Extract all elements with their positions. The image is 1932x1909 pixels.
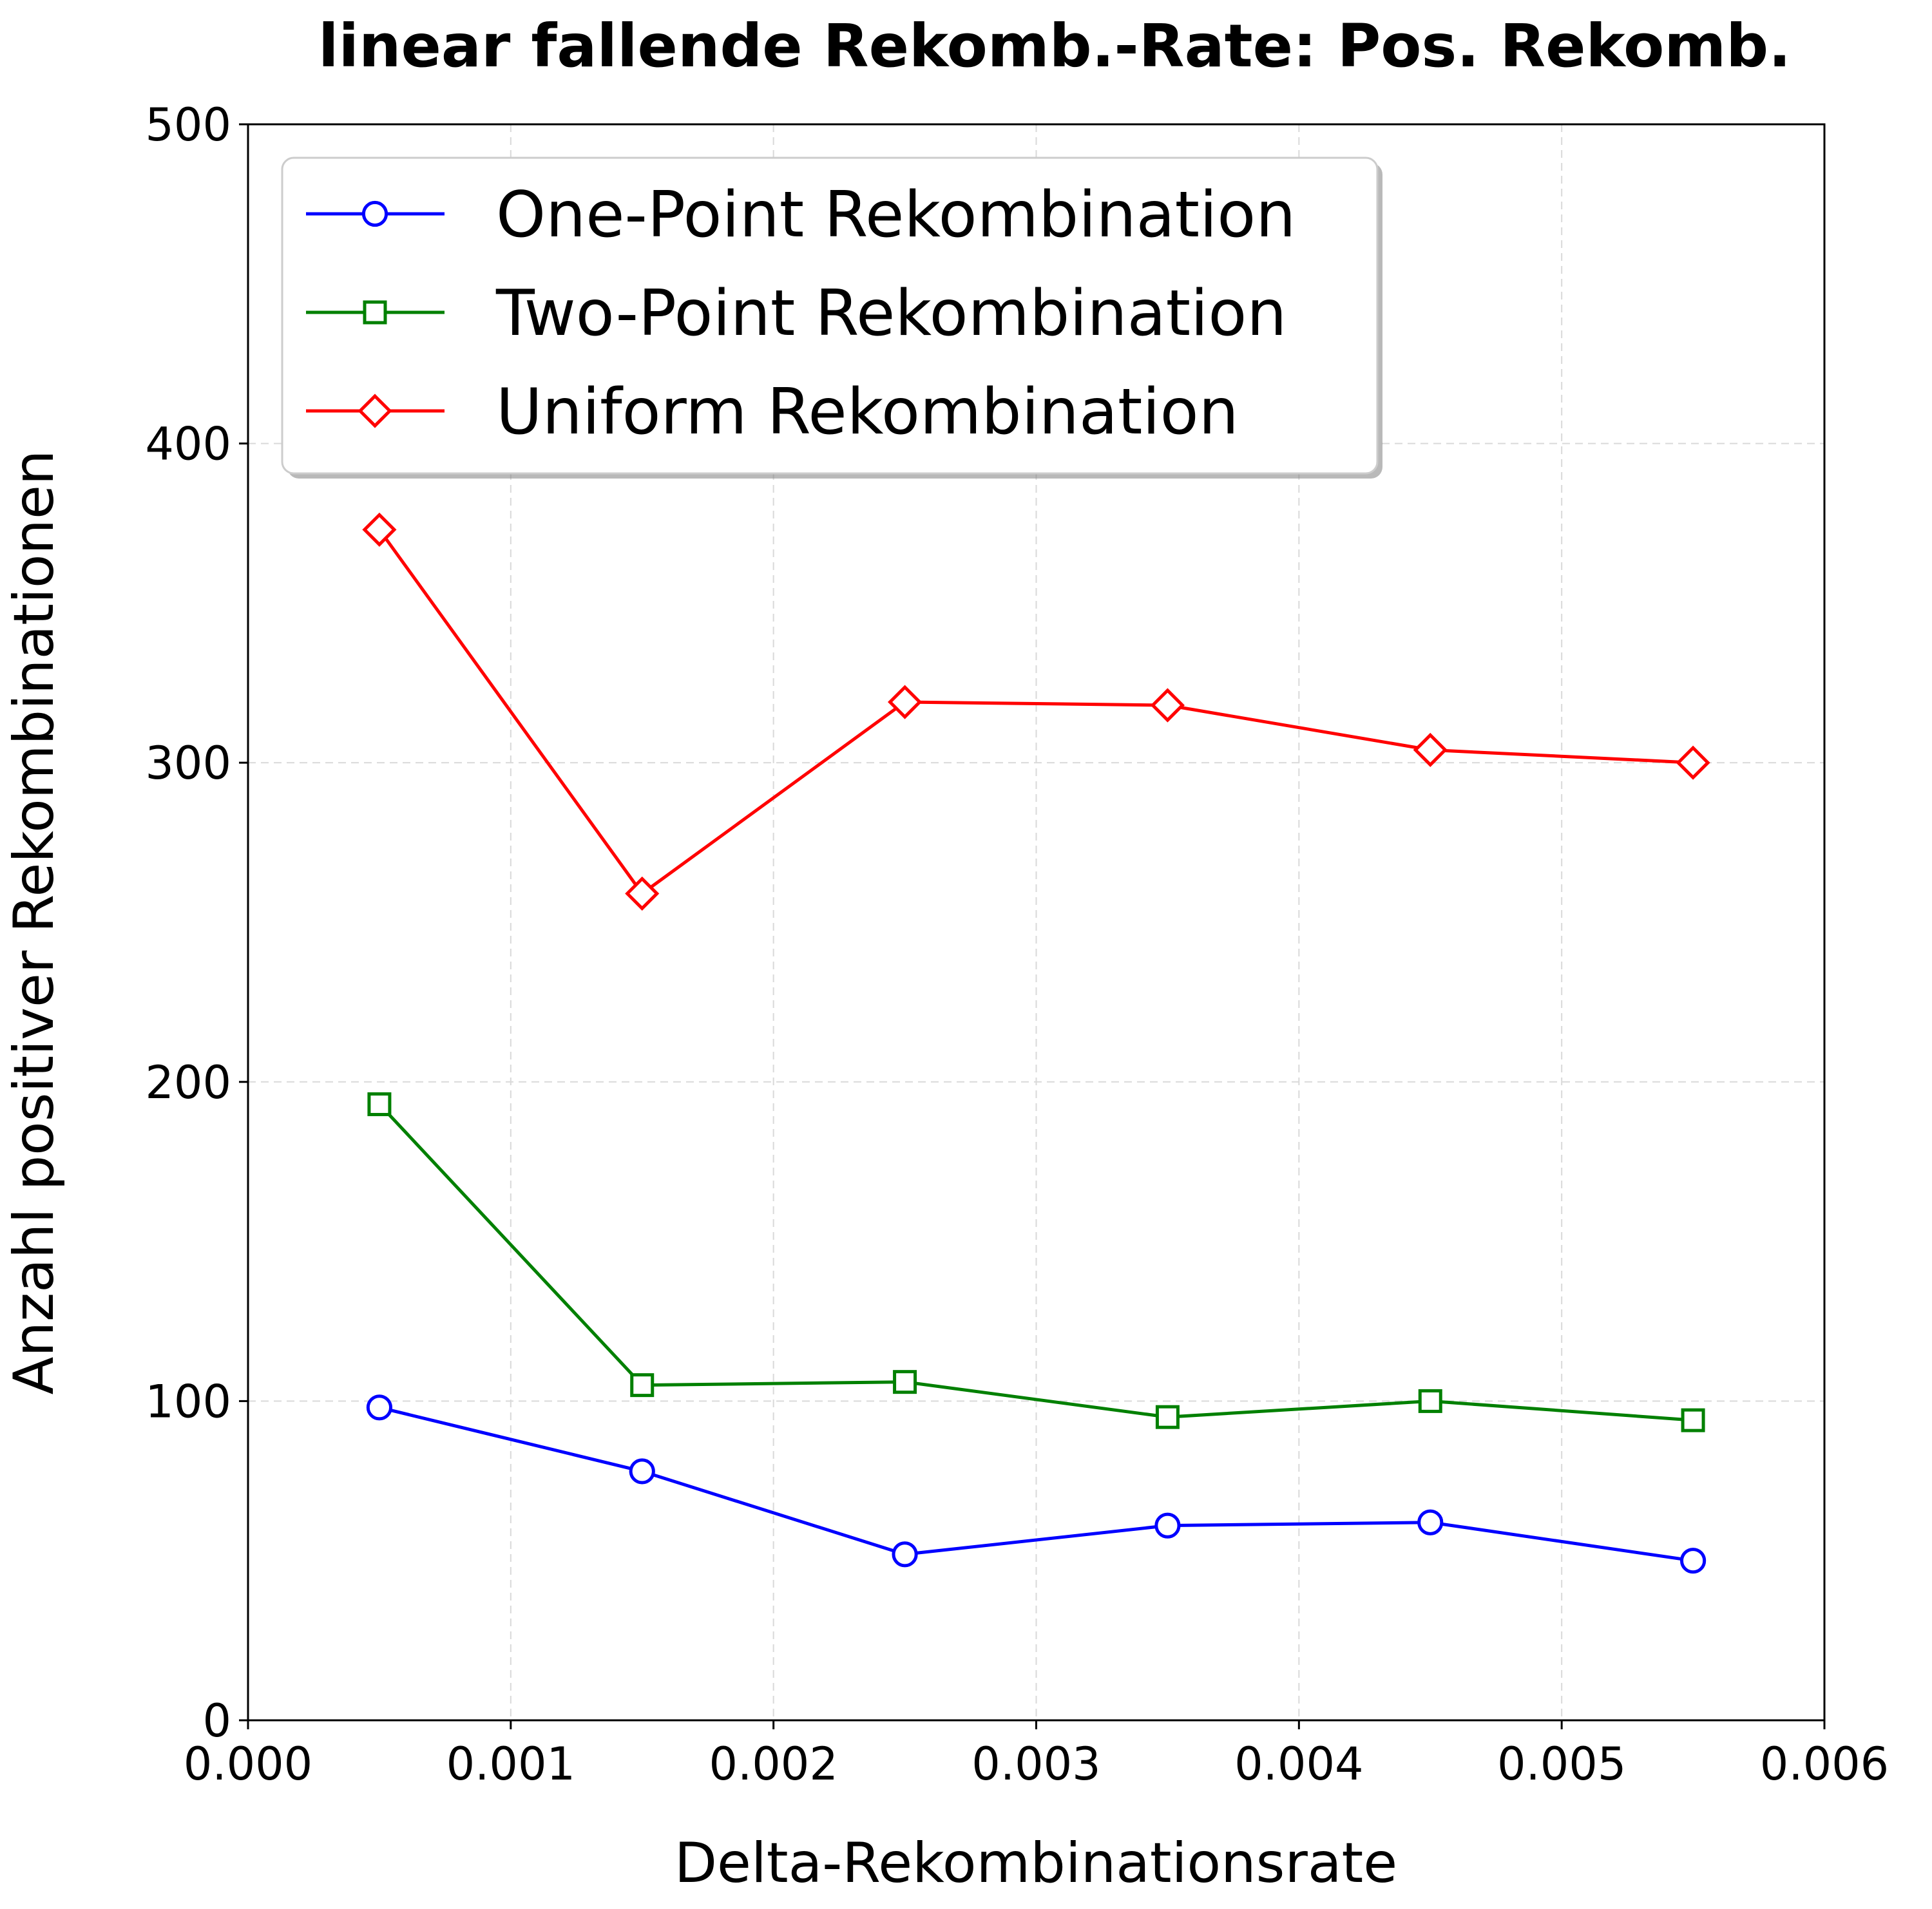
legend-marker <box>358 394 392 428</box>
legend-marker <box>363 300 387 325</box>
legend: One-Point Rekombination Two-Point Rekombi… <box>281 157 1382 479</box>
chart-title: linear fallende Rekomb.-Rate: Pos. Rekom… <box>318 12 1791 81</box>
legend-label: Uniform Rekombination <box>496 375 1239 449</box>
x-tick-label: 0.001 <box>446 1738 575 1790</box>
x-tick-label: 0.005 <box>1497 1738 1626 1790</box>
y-axis-label: Anzahl positiver Rekombinationen <box>2 450 66 1395</box>
data-point <box>1679 1548 1707 1574</box>
series-line <box>378 1103 1694 1422</box>
data-point <box>1681 1408 1705 1432</box>
series-3 <box>362 512 1710 911</box>
x-tick-label: 0.004 <box>1234 1738 1363 1790</box>
data-point <box>892 1541 918 1568</box>
y-tick-label: 500 <box>145 99 231 151</box>
series-layer <box>362 512 1710 1574</box>
data-point <box>893 1370 917 1394</box>
y-tick-label: 0 <box>202 1695 231 1747</box>
legend-label: Two-Point Rekombination <box>495 277 1286 350</box>
series-line <box>378 528 1694 896</box>
y-tick-label: 200 <box>145 1056 231 1109</box>
y-tick-label: 100 <box>145 1375 231 1428</box>
x-tick-label: 0.002 <box>709 1738 837 1790</box>
data-point <box>366 1394 393 1421</box>
x-tick-label: 0.003 <box>971 1738 1100 1790</box>
data-point <box>630 1373 655 1398</box>
data-point <box>1676 745 1710 780</box>
data-point <box>1418 1389 1442 1413</box>
x-axis-label: Delta-Rekombinationsrate <box>674 1831 1397 1895</box>
ticks: 0.000 0.001 0.002 0.003 0.004 0.005 0.006 0 100 2… <box>145 99 1889 1790</box>
data-point <box>367 1092 392 1116</box>
series-1 <box>366 1394 1707 1574</box>
data-point <box>625 876 660 911</box>
x-tick-label: 0.000 <box>184 1738 312 1790</box>
data-point <box>1417 1509 1444 1535</box>
series-2 <box>367 1092 1705 1432</box>
legend-entry: Uniform Rekombination <box>306 375 1239 449</box>
legend-entry: Two-Point Rekombination <box>306 277 1286 350</box>
legend-entry: One-Point Rekombination <box>306 178 1296 252</box>
data-point <box>1413 732 1448 767</box>
series-line <box>379 1405 1694 1562</box>
data-point <box>629 1458 655 1485</box>
legend-marker <box>361 200 388 227</box>
x-tick-label: 0.006 <box>1760 1738 1889 1790</box>
data-point <box>1150 688 1185 723</box>
data-point <box>362 512 397 547</box>
legend-box <box>281 157 1379 475</box>
legend-entries: One-Point Rekombination Two-Point Rekombi… <box>306 178 1296 449</box>
legend-label: One-Point Rekombination <box>496 178 1296 252</box>
y-tick-label: 400 <box>145 418 231 471</box>
y-tick-label: 300 <box>145 737 231 790</box>
data-point <box>888 685 923 719</box>
data-point <box>1155 1405 1180 1429</box>
data-point <box>1154 1512 1181 1539</box>
